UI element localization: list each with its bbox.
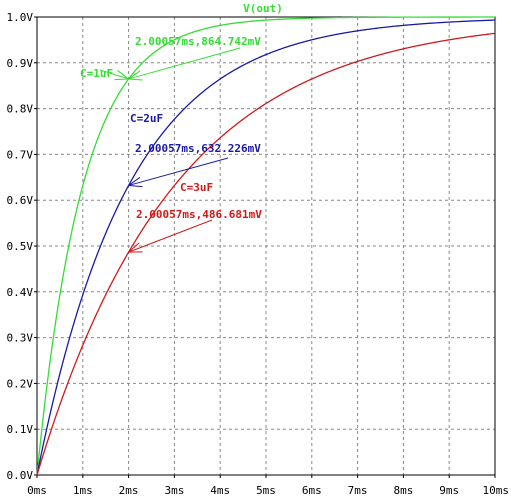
y-tick-label: 0.2V	[7, 377, 34, 390]
x-tick-label: 5ms	[256, 484, 276, 497]
cursor-readout: 2.00057ms,632.226mV	[135, 142, 261, 155]
y-tick-label: 0.8V	[7, 103, 34, 116]
cursor-arrow	[128, 219, 213, 253]
y-tick-label: 1.0V	[7, 11, 34, 24]
x-tick-label: 8ms	[393, 484, 413, 497]
y-tick-label: 0.6V	[7, 194, 34, 207]
y-tick-label: 0.7V	[7, 148, 34, 161]
cursor-annotations: C=1uF C=2uF C=3uF 2.00057ms,864.742mV 2.0005…	[80, 35, 262, 253]
cursor-readout: 2.00057ms,864.742mV	[135, 35, 261, 48]
x-tick-label: 0ms	[27, 484, 47, 497]
series-line-c3uf	[36, 32, 496, 476]
x-axis-ticks: 0ms 1ms 2ms 3ms 4ms 5ms 6ms 7ms 8ms 9ms 10ms	[27, 475, 509, 497]
x-tick-label: 3ms	[164, 484, 184, 497]
x-tick-label: 2ms	[119, 484, 139, 497]
series-label: C=1uF	[80, 67, 113, 80]
chart-title: V(out)	[243, 2, 283, 15]
series-label: C=2uF	[130, 112, 163, 125]
y-tick-label: 0.4V	[7, 286, 34, 299]
y-tick-label: 0.9V	[7, 57, 34, 70]
y-axis-ticks: 0.0V 0.1V 0.2V 0.3V 0.4V 0.5V 0.6V 0.7V 0.8V 0.9V…	[7, 11, 37, 482]
cursor-arrow	[128, 157, 229, 188]
x-tick-label: 4ms	[210, 484, 230, 497]
cursor-arrow	[128, 47, 241, 81]
y-tick-label: 0.5V	[7, 240, 34, 253]
cursor-readout: 2.00057ms,486.681mV	[136, 208, 262, 221]
series-label: C=3uF	[180, 181, 213, 194]
grid-lines	[37, 17, 495, 475]
series-curves	[36, 16, 496, 476]
x-tick-label: 9ms	[439, 484, 459, 497]
y-tick-label: 0.3V	[7, 332, 34, 345]
label-arrow	[99, 69, 129, 81]
y-tick-label: 0.0V	[7, 469, 34, 482]
x-tick-label: 7ms	[348, 484, 368, 497]
x-tick-label: 10ms	[483, 484, 510, 497]
series-line-c2uf	[36, 19, 496, 476]
x-tick-label: 6ms	[302, 484, 322, 497]
y-tick-label: 0.1V	[7, 423, 34, 436]
x-tick-label: 1ms	[73, 484, 93, 497]
series-line-c1uf	[36, 16, 495, 476]
